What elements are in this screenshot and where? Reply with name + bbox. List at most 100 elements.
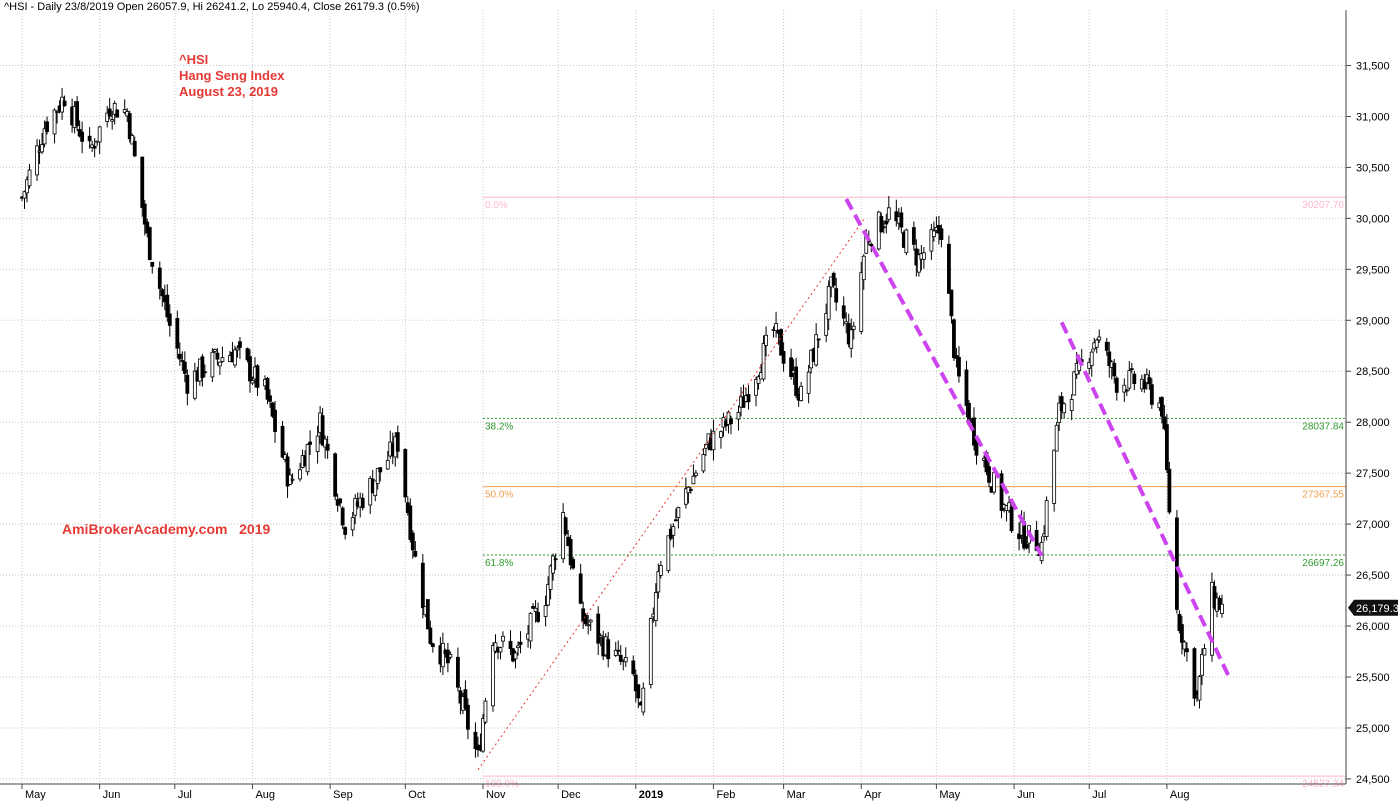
annotation-name: Hang Seng Index — [179, 68, 285, 83]
candle-body — [385, 459, 390, 470]
candle-body — [428, 627, 433, 644]
candle-body — [481, 718, 485, 752]
y-tick-label: 26,500 — [1356, 570, 1390, 582]
candle-body — [999, 473, 1004, 511]
fib-level-pct: 0.0% — [485, 200, 508, 211]
candle-body — [378, 467, 383, 473]
x-tick-label: Jul — [1092, 789, 1106, 801]
candle-body — [456, 656, 460, 688]
candle-body — [280, 425, 285, 458]
candle-body — [841, 305, 846, 319]
annotation-symbol: ^HSI — [179, 52, 209, 67]
candle-body — [105, 112, 110, 122]
candle-body — [1062, 403, 1067, 414]
last-price-tag — [1348, 599, 1398, 616]
x-tick-label: Aug — [255, 789, 275, 801]
candle-body — [238, 341, 242, 348]
candle-body — [1177, 614, 1182, 631]
candle-body — [1024, 543, 1029, 549]
candle-body — [824, 313, 829, 336]
candle-body — [704, 444, 708, 449]
candle-body — [35, 145, 39, 176]
candle-body — [886, 207, 891, 220]
last-price-label: 26,179.3 — [1356, 603, 1399, 615]
candle-body — [899, 212, 904, 228]
fib-level-value: 26697.26 — [1302, 558, 1344, 569]
candle-body — [916, 254, 921, 273]
y-tick-label: 31,000 — [1356, 111, 1390, 123]
candle-body — [623, 656, 628, 663]
candle-body — [157, 267, 162, 289]
candle-body — [210, 351, 215, 378]
candle-body — [701, 454, 706, 472]
candle-body — [1072, 371, 1077, 396]
candle-body — [403, 449, 408, 498]
candle-body — [182, 361, 187, 374]
y-tick-label: 27,000 — [1356, 519, 1390, 531]
candle-body — [531, 606, 535, 609]
candle-body — [1104, 341, 1109, 351]
candle-body — [315, 435, 320, 452]
candle-body — [250, 380, 255, 384]
candle-body — [45, 121, 49, 132]
candle-body — [491, 645, 495, 707]
candle-body — [1009, 506, 1014, 532]
candle-body — [834, 288, 839, 303]
x-tick-label: May — [25, 789, 46, 801]
candle-body — [508, 640, 513, 649]
candle-body — [781, 350, 786, 364]
candle-body — [493, 642, 498, 652]
y-tick-label: 30,500 — [1356, 162, 1390, 174]
candle-body — [1122, 384, 1127, 393]
candle-body — [97, 126, 102, 143]
candle-body — [27, 169, 32, 187]
candle-body — [561, 512, 566, 560]
x-tick-label: Oct — [408, 789, 425, 801]
y-tick-label: 28,000 — [1356, 417, 1390, 429]
candle-body — [879, 216, 884, 233]
candle-body — [1149, 384, 1154, 405]
y-tick-label: 29,000 — [1356, 315, 1390, 327]
candle-body — [618, 654, 623, 662]
candle-body — [794, 366, 799, 396]
fib-level-pct: 38.2% — [485, 421, 513, 432]
candle-body — [268, 395, 272, 402]
candle-body — [1089, 351, 1094, 367]
annotation-date: August 23, 2019 — [179, 84, 278, 99]
candle-body — [1044, 500, 1049, 537]
candle-body — [420, 562, 425, 609]
candle-body — [408, 505, 413, 540]
candle-body — [165, 294, 170, 318]
candle-body — [448, 653, 453, 658]
candle-body — [1129, 368, 1134, 370]
candle-body — [1180, 624, 1184, 643]
candle-body — [671, 526, 676, 536]
candle-body — [543, 605, 548, 617]
y-tick-label: 30,000 — [1356, 213, 1390, 225]
candle-body — [218, 361, 222, 367]
candle-body — [245, 348, 250, 361]
candle-body — [87, 135, 92, 142]
candle-body — [754, 379, 758, 396]
candle-body — [325, 443, 330, 451]
candle-body — [729, 418, 733, 425]
candle-body — [518, 641, 523, 645]
candle-body — [132, 140, 137, 157]
candle-body — [844, 321, 849, 325]
candle-body — [255, 365, 260, 388]
candle-body — [904, 229, 909, 254]
candle-body — [987, 466, 991, 483]
candle-body — [498, 647, 503, 653]
candle-body — [779, 329, 783, 356]
candle-body — [658, 565, 663, 576]
candle-body — [633, 674, 638, 692]
candle-body — [308, 441, 313, 445]
x-axis: May Jun Jul Aug Sep Oct Nov Dec 2019 Feb Mar Apr May… — [0, 783, 1346, 801]
candle-body — [719, 431, 723, 438]
candle-body — [40, 144, 44, 153]
candle-body — [656, 571, 661, 593]
fib-level-pct: 61.8% — [485, 558, 513, 569]
candle-body — [373, 480, 378, 497]
x-tick-label: Aug — [1170, 789, 1190, 801]
